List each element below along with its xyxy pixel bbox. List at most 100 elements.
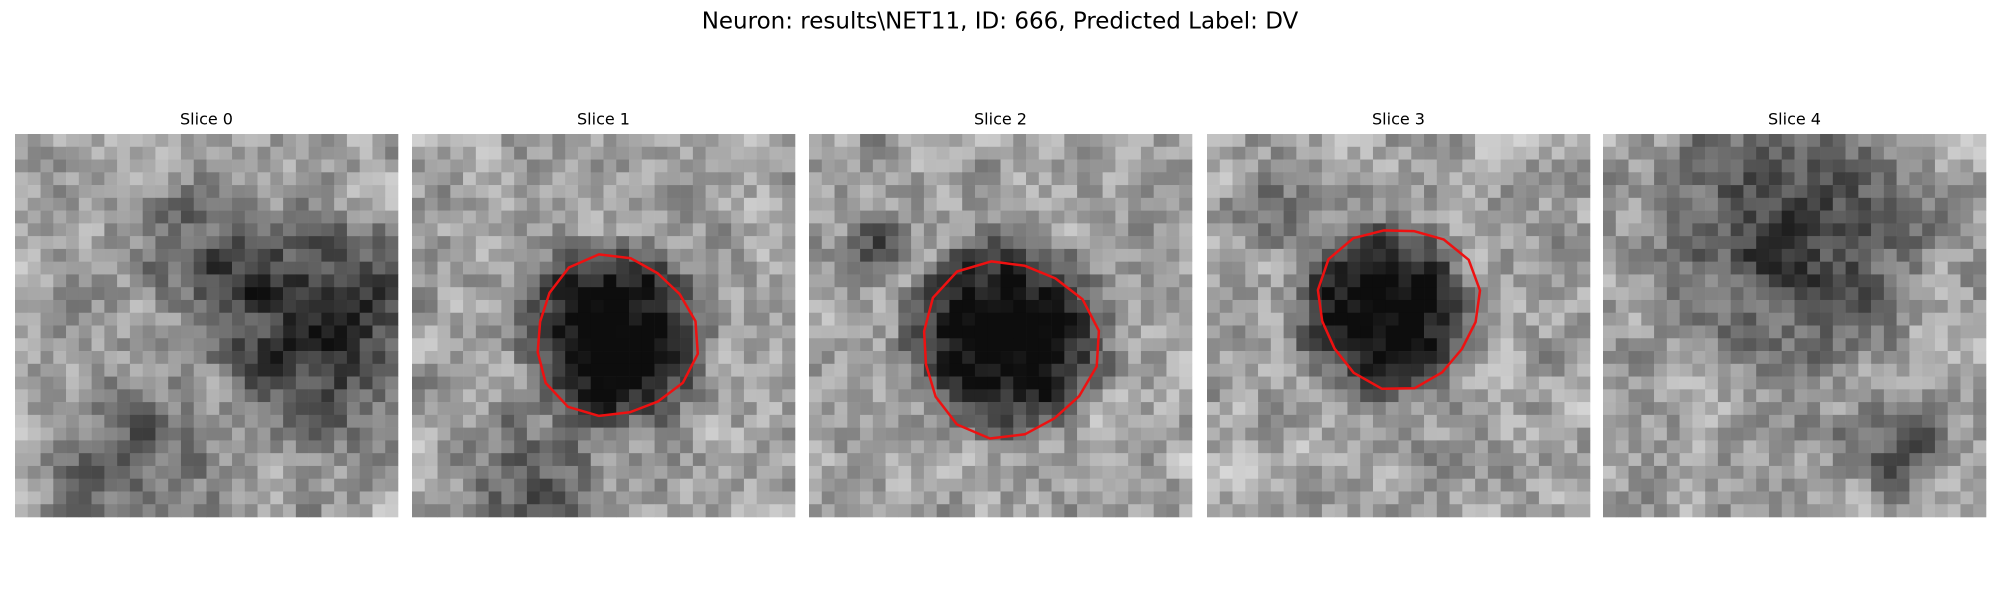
pixel: [1538, 185, 1552, 199]
pixel: [1858, 414, 1872, 428]
pixel: [1500, 159, 1514, 173]
pixel: [949, 236, 963, 250]
pixel: [424, 338, 438, 352]
pixel: [308, 261, 322, 275]
pixel: [1781, 491, 1795, 505]
pixel: [1013, 453, 1027, 467]
pixel: [475, 210, 489, 224]
pixel: [1258, 402, 1272, 416]
pixel: [15, 491, 29, 505]
pixel: [1115, 159, 1129, 173]
pixel: [590, 440, 604, 454]
pixel: [847, 261, 861, 275]
pixel: [577, 504, 592, 518]
pixel: [565, 389, 579, 403]
pixel: [514, 185, 528, 199]
pixel: [1564, 287, 1578, 301]
pixel: [372, 504, 386, 518]
pixel: [590, 414, 604, 428]
pixel: [667, 185, 681, 199]
pixel: [1309, 376, 1323, 390]
pixel: [1832, 312, 1846, 326]
pixel: [1219, 389, 1233, 403]
pixel: [769, 402, 783, 416]
pixel: [1615, 236, 1629, 250]
pixel: [680, 389, 694, 403]
pixel: [1398, 363, 1412, 377]
pixel: [1436, 146, 1450, 160]
pixel: [603, 223, 617, 237]
pixel: [1475, 210, 1489, 224]
pixel: [283, 261, 297, 275]
pixel: [66, 465, 80, 479]
pixel: [1153, 248, 1167, 262]
pixel: [308, 210, 322, 224]
pixel: [1577, 248, 1591, 262]
pixel: [1360, 491, 1374, 505]
pixel: [437, 172, 451, 186]
pixel: [590, 185, 604, 199]
pixel: [821, 197, 835, 211]
pixel: [1321, 478, 1335, 492]
pixel: [53, 236, 67, 250]
pixel: [270, 491, 284, 505]
pixel: [911, 363, 925, 377]
pixel: [1207, 465, 1221, 479]
pixel: [731, 389, 745, 403]
pixel: [1219, 478, 1233, 492]
pixel: [705, 159, 719, 173]
pixel: [424, 299, 438, 314]
pixel: [1347, 427, 1361, 441]
pixel: [1768, 134, 1783, 148]
pixel: [654, 325, 668, 339]
pixel: [1038, 440, 1052, 454]
pixel: [616, 325, 630, 339]
pixel: [424, 427, 438, 441]
pixel: [514, 376, 528, 390]
pixel: [168, 325, 182, 339]
pixel: [1424, 363, 1438, 377]
pixel: [1871, 427, 1885, 441]
pixel: [129, 478, 143, 492]
pixel: [155, 402, 169, 416]
pixel: [1207, 274, 1221, 288]
pixel: [769, 197, 783, 211]
pixel: [40, 325, 54, 339]
pixel: [1538, 287, 1552, 301]
pixel: [590, 478, 604, 492]
pixel: [270, 338, 284, 352]
pixel: [756, 248, 770, 262]
pixel: [168, 197, 182, 211]
pixel: [1013, 325, 1027, 339]
pixel: [1781, 274, 1795, 288]
pixel: [1564, 261, 1578, 275]
pixel: [1038, 338, 1052, 352]
pixel: [1372, 274, 1387, 288]
pixel: [1679, 248, 1693, 262]
pixel: [1153, 159, 1167, 173]
pixel: [1309, 312, 1323, 326]
pixel: [270, 414, 284, 428]
pixel: [629, 465, 643, 479]
pixel: [346, 402, 360, 416]
pixel: [667, 478, 681, 492]
pixel: [680, 414, 694, 428]
pixel: [809, 338, 823, 352]
pixel: [1000, 478, 1014, 492]
pixel: [1564, 223, 1578, 237]
pixel: [385, 427, 399, 441]
pixel: [898, 504, 912, 518]
pixel: [1743, 338, 1757, 352]
pixel: [1038, 197, 1052, 211]
pixel: [680, 261, 694, 275]
pixel: [91, 478, 105, 492]
pixel: [1679, 159, 1693, 173]
pixel: [834, 261, 848, 275]
pixel: [1077, 159, 1091, 173]
pixel: [1462, 363, 1476, 377]
pixel: [629, 504, 643, 518]
pixel: [450, 465, 464, 479]
pixel: [1756, 453, 1770, 467]
pixel: [885, 504, 899, 518]
pixel: [1794, 223, 1808, 237]
